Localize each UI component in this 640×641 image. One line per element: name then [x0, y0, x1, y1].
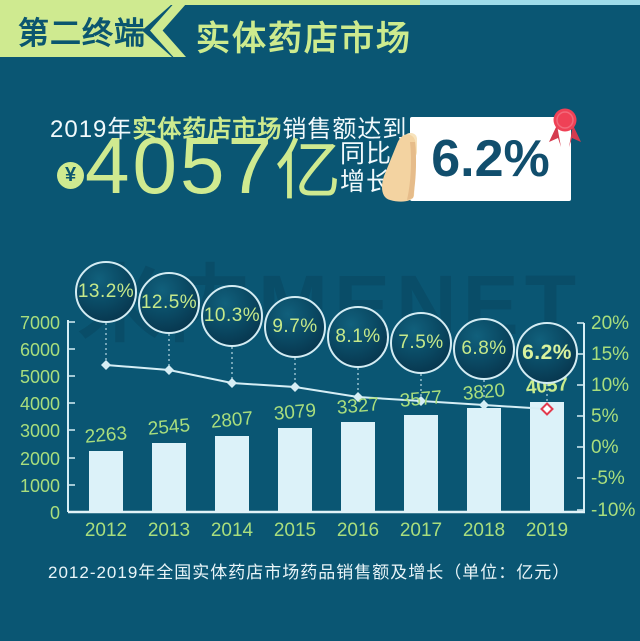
year-label: 2017	[399, 520, 443, 541]
growth-circle-2013: 12.5%	[138, 272, 200, 334]
bar-2014	[215, 436, 249, 512]
bar-2019	[530, 402, 564, 512]
highlight-diamond-marker	[540, 402, 554, 416]
left-axis-tick: 2000	[19, 449, 60, 469]
right-axis-tick: 5%	[591, 406, 619, 427]
year-label: 2015	[273, 520, 317, 541]
left-axis-tick: 4000	[19, 394, 60, 414]
left-axis-tick: 7000	[19, 313, 60, 333]
right-axis-tick: -10%	[591, 500, 636, 521]
right-axis-tick: -5%	[591, 468, 625, 489]
section-badge: 第二终端	[0, 4, 172, 57]
left-axis-tick: 3000	[19, 421, 60, 441]
top-accent-strip	[0, 0, 640, 5]
left-axis-tick: 6000	[19, 340, 60, 360]
growth-circle-2018: 6.8%	[453, 318, 515, 380]
hero-market: 实体药店市场	[132, 116, 283, 143]
year-label: 2016	[336, 520, 380, 541]
bar-2015	[278, 428, 312, 512]
growth-circle-2017: 7.5%	[390, 312, 452, 374]
year-label: 2013	[147, 520, 191, 541]
year-label: 2019	[525, 520, 569, 541]
page-title: 实体药店市场	[196, 20, 412, 58]
bar-2017	[404, 415, 438, 512]
right-axis-tick: 10%	[591, 375, 630, 396]
year-label: 2014	[210, 520, 254, 541]
year-label: 2018	[462, 520, 506, 541]
left-axis-tick: 1000	[19, 476, 60, 496]
right-axis-tick: 15%	[591, 344, 630, 365]
hero-sentence: 2019年实体药店市场销售额达到	[50, 109, 407, 144]
left-axis-tick: 0	[49, 503, 60, 523]
bar-2016	[341, 422, 375, 512]
hero-year: 2019年	[50, 116, 133, 143]
yoy-value: 6.2%	[431, 130, 550, 188]
growth-circle-2012: 13.2%	[75, 261, 137, 323]
hero-suffix: 销售额达到	[282, 116, 408, 143]
chart-caption: 2012-2019年全国实体药店市场药品销售额及增长（单位：亿元）	[48, 563, 571, 582]
hero-amount: 4057亿	[85, 126, 341, 206]
growth-circle-2014: 10.3%	[201, 285, 263, 347]
medal-ribbon-icon	[546, 106, 584, 148]
yoy-card: 6.2%	[410, 117, 571, 201]
section-badge-label: 第二终端	[18, 16, 146, 51]
left-axis-tick: 5000	[19, 367, 60, 387]
bar-2012	[89, 451, 123, 512]
growth-circle-2016: 8.1%	[327, 306, 389, 368]
hand-icon	[376, 130, 430, 204]
growth-circle-2019: 6.2%	[516, 322, 578, 384]
hero-amount-value: 4057	[85, 121, 275, 210]
bar-2018	[467, 408, 501, 512]
bar-2013	[152, 443, 186, 512]
hero-amount-unit: 亿	[274, 133, 341, 207]
right-axis-tick: 20%	[591, 313, 630, 334]
growth-circle-2015: 9.7%	[264, 296, 326, 358]
year-label: 2012	[84, 520, 128, 541]
yen-circle-icon: ¥	[57, 162, 84, 189]
right-axis-tick: 0%	[591, 437, 619, 458]
